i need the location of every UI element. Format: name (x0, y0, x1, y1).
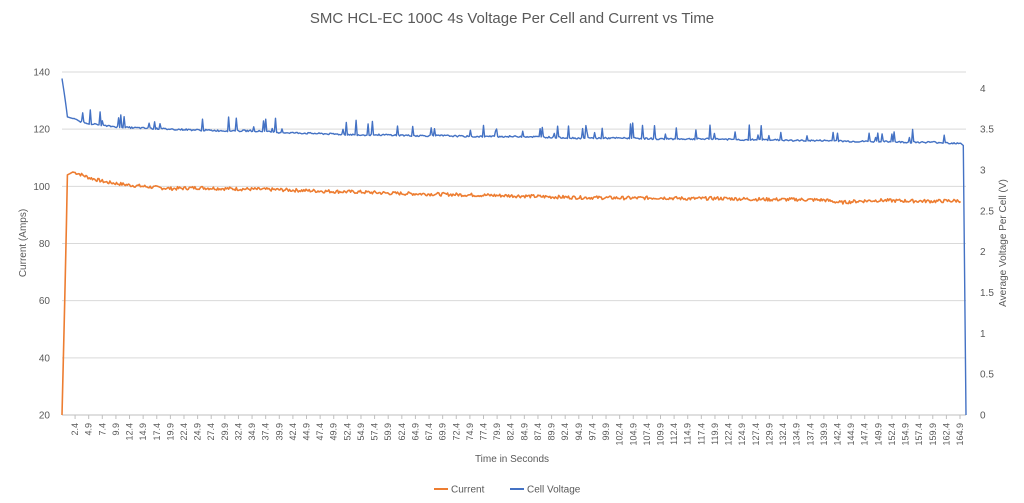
series-line-current (61, 171, 962, 416)
x-tick-137.4: 137.4 (805, 423, 815, 446)
left-axis-ticks: 20 40 60 80 100 120 140 (33, 68, 50, 422)
right-tick-1.5: 1.5 (980, 288, 994, 299)
left-tick-120: 120 (33, 125, 50, 136)
x-tick-64.9: 64.9 (410, 423, 420, 441)
x-tick-107.4: 107.4 (642, 423, 652, 446)
x-tick-22.4: 22.4 (179, 423, 189, 441)
x-tick-77.4: 77.4 (479, 423, 489, 441)
x-axis-ticks: 2.4 4.9 7.4 9.9 12.4 14.9 17.4 19.9 22.4 24.9 27.4… (70, 415, 965, 446)
x-tick-84.9: 84.9 (519, 423, 529, 441)
x-tick-67.4: 67.4 (424, 423, 434, 441)
x-tick-62.4: 62.4 (397, 423, 407, 441)
x-tick-34.9: 34.9 (247, 423, 257, 441)
right-tick-0.5: 0.5 (980, 370, 994, 381)
right-tick-3: 3 (980, 166, 986, 177)
x-tick-82.4: 82.4 (506, 423, 516, 441)
x-tick-134.9: 134.9 (792, 423, 802, 446)
x-tick-154.9: 154.9 (901, 423, 911, 446)
series-line-cell-voltage (61, 78, 967, 416)
x-tick-112.4: 112.4 (669, 423, 679, 445)
x-tick-47.4: 47.4 (315, 423, 325, 441)
x-tick-144.9: 144.9 (846, 423, 856, 446)
x-tick-94.9: 94.9 (574, 423, 584, 441)
x-tick-14.9: 14.9 (138, 423, 148, 441)
x-tick-27.4: 27.4 (206, 423, 216, 441)
x-tick-92.4: 92.4 (560, 423, 570, 441)
x-axis-label: Time in Seconds (475, 454, 549, 465)
x-tick-72.4: 72.4 (451, 423, 461, 441)
x-tick-87.4: 87.4 (533, 423, 543, 441)
right-tick-3.5: 3.5 (980, 125, 994, 136)
x-tick-57.4: 57.4 (370, 423, 380, 441)
x-tick-39.9: 39.9 (274, 423, 284, 441)
right-tick-2: 2 (980, 247, 986, 258)
left-tick-100: 100 (33, 182, 50, 193)
x-tick-152.4: 152.4 (887, 423, 897, 446)
x-tick-124.9: 124.9 (737, 423, 747, 446)
right-tick-4: 4 (980, 84, 986, 95)
legend-label-cell-voltage: Cell Voltage (527, 485, 581, 496)
x-tick-37.4: 37.4 (261, 423, 271, 441)
gridlines (62, 71, 966, 359)
x-tick-24.9: 24.9 (193, 423, 203, 441)
left-tick-140: 140 (33, 68, 50, 79)
right-axis-label: Average Voltage Per Cell (V) (998, 179, 1009, 307)
x-tick-159.9: 159.9 (928, 423, 938, 446)
x-tick-132.4: 132.4 (778, 423, 788, 446)
right-tick-2.5: 2.5 (980, 206, 994, 217)
left-tick-80: 80 (39, 239, 51, 250)
x-tick-79.9: 79.9 (492, 423, 502, 441)
x-tick-12.4: 12.4 (125, 423, 135, 441)
x-tick-127.4: 127.4 (751, 423, 761, 446)
x-tick-139.9: 139.9 (819, 423, 829, 446)
chart-title: SMC HCL-EC 100C 4s Voltage Per Cell and … (310, 10, 714, 27)
x-tick-52.4: 52.4 (342, 423, 352, 441)
x-tick-54.9: 54.9 (356, 423, 366, 441)
left-tick-20: 20 (39, 411, 51, 422)
left-tick-40: 40 (39, 353, 51, 364)
x-tick-142.4: 142.4 (832, 423, 842, 446)
x-tick-119.9: 119.9 (710, 423, 720, 445)
x-tick-74.9: 74.9 (465, 423, 475, 441)
x-tick-102.4: 102.4 (615, 423, 625, 446)
right-tick-1: 1 (980, 329, 986, 340)
right-axis-ticks: 0 0.5 1 1.5 2 2.5 3 3.5 4 (980, 84, 994, 422)
x-tick-149.9: 149.9 (873, 423, 883, 446)
x-tick-49.9: 49.9 (329, 423, 339, 441)
x-tick-9.9: 9.9 (111, 423, 121, 436)
x-tick-89.9: 89.9 (547, 423, 557, 441)
x-tick-29.9: 29.9 (220, 423, 230, 441)
x-tick-2.4: 2.4 (70, 423, 80, 436)
right-tick-0: 0 (980, 411, 986, 422)
left-tick-60: 60 (39, 296, 51, 307)
x-tick-114.9: 114.9 (683, 423, 693, 445)
x-tick-32.4: 32.4 (233, 423, 243, 441)
x-tick-19.9: 19.9 (165, 423, 175, 441)
x-tick-7.4: 7.4 (97, 423, 107, 436)
x-tick-157.4: 157.4 (914, 423, 924, 446)
x-tick-4.9: 4.9 (84, 423, 94, 436)
x-tick-164.9: 164.9 (955, 423, 965, 446)
x-tick-147.4: 147.4 (860, 423, 870, 446)
x-tick-44.9: 44.9 (302, 423, 312, 441)
x-tick-109.9: 109.9 (655, 423, 665, 446)
x-tick-97.4: 97.4 (587, 423, 597, 441)
legend-label-current: Current (451, 485, 485, 496)
x-tick-59.9: 59.9 (383, 423, 393, 441)
series-layer (61, 78, 967, 416)
x-tick-129.9: 129.9 (764, 423, 774, 446)
x-tick-17.4: 17.4 (152, 423, 162, 441)
x-tick-42.4: 42.4 (288, 423, 298, 441)
x-tick-162.4: 162.4 (941, 423, 951, 446)
left-axis-label: Current (Amps) (18, 209, 29, 277)
x-tick-99.9: 99.9 (601, 423, 611, 441)
legend: Current Cell Voltage (434, 485, 581, 496)
x-tick-69.9: 69.9 (438, 423, 448, 441)
x-tick-122.4: 122.4 (724, 423, 734, 446)
x-tick-104.9: 104.9 (628, 423, 638, 446)
x-tick-117.4: 117.4 (696, 423, 706, 445)
